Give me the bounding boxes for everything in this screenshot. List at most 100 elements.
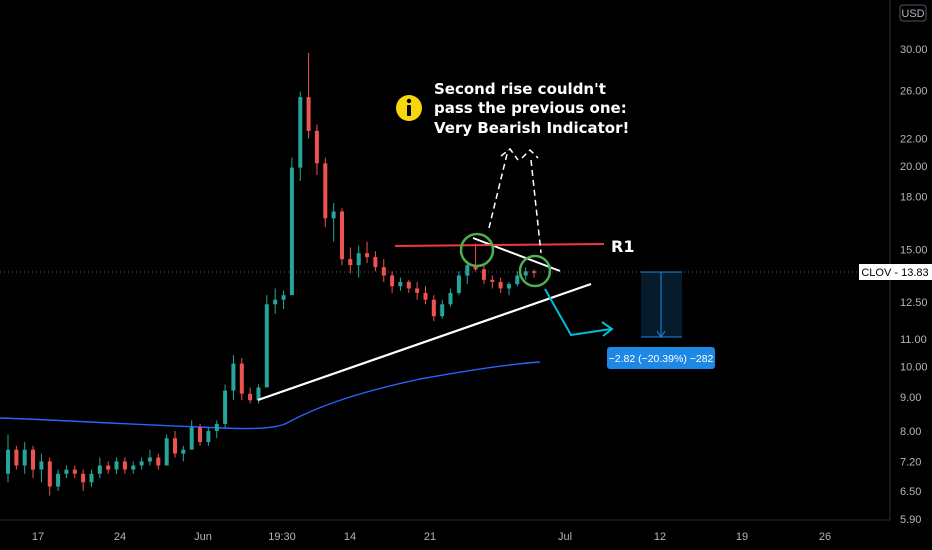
- support-trendline[interactable]: [257, 282, 592, 402]
- candle-body: [173, 438, 177, 454]
- price-ticks: 30.00 26.00 22.00 20.00 18.00 15.00 12.50 11.00…: [900, 44, 928, 526]
- candle-body: [473, 265, 478, 270]
- candle-body: [147, 457, 152, 462]
- dashed-fall-2: [530, 159, 542, 254]
- candle-body: [231, 363, 236, 391]
- price-tick-label: 15.00: [900, 244, 928, 256]
- candle-body: [323, 163, 328, 219]
- candle-body: [239, 363, 244, 394]
- dashed-rise-1: [488, 149, 509, 229]
- candle-body: [214, 423, 219, 431]
- candlestick-series: [6, 52, 536, 496]
- candle-body: [206, 431, 211, 442]
- projection-path: [544, 288, 612, 337]
- candle-body: [532, 271, 536, 273]
- candle-body: [6, 449, 10, 474]
- candle-body: [507, 284, 511, 289]
- candle-body: [423, 292, 428, 300]
- candle-body: [314, 130, 319, 164]
- measure-arrow-head: [656, 330, 666, 338]
- candle-body: [498, 281, 503, 289]
- candle-body: [139, 461, 144, 466]
- projection-arrow-head: [601, 321, 614, 337]
- price-tick-label: 20.00: [900, 161, 928, 173]
- candle-body: [189, 427, 194, 450]
- last-price-label: CLOV - 13.83: [861, 267, 928, 279]
- moving-average-line: [0, 361, 541, 430]
- time-tick-label: 24: [114, 531, 126, 543]
- price-tick-label: 26.00: [900, 85, 928, 97]
- candle-body: [340, 211, 344, 260]
- candle-body: [490, 279, 495, 282]
- candle-body: [273, 299, 278, 305]
- candle-body: [431, 299, 436, 317]
- candle-body: [198, 427, 202, 442]
- candle-body: [440, 304, 445, 317]
- candle-body: [356, 253, 361, 266]
- info-icon-dot: [406, 98, 412, 104]
- candle-body: [156, 457, 161, 466]
- candle-body: [465, 265, 470, 276]
- second-peak-circle: [518, 254, 552, 288]
- time-tick-label: 12: [654, 531, 666, 543]
- candle-body: [72, 469, 77, 474]
- candle-body: [248, 393, 253, 401]
- price-tick-label: 12.50: [900, 297, 928, 309]
- candle-body: [47, 461, 52, 487]
- currency-badge[interactable]: [899, 4, 927, 22]
- candle-body: [22, 449, 27, 466]
- candle-body: [523, 271, 528, 276]
- resistance-line-r1[interactable]: [394, 243, 605, 247]
- price-tick-label: 6.50: [900, 486, 921, 498]
- price-tick-label: 5.90: [900, 514, 921, 526]
- time-tick-label: 17: [32, 531, 44, 543]
- candle-body: [89, 473, 94, 483]
- annotation-line-3: Very Bearish Indicator!: [434, 119, 629, 137]
- candle-body: [56, 473, 61, 487]
- time-tick-label: 14: [344, 531, 356, 543]
- candle-body: [81, 473, 86, 483]
- candle-body: [223, 390, 228, 424]
- time-tick-label: Jun: [194, 531, 212, 543]
- candle-body: [365, 253, 370, 258]
- candle-body: [39, 461, 44, 470]
- candle-body: [97, 465, 102, 474]
- candle-body: [456, 275, 461, 293]
- dashed-peak-1: [500, 147, 519, 161]
- candle-body: [122, 461, 127, 470]
- candle-body: [114, 461, 119, 470]
- candle-body: [306, 97, 311, 131]
- candle-body: [515, 275, 520, 285]
- dashed-peak-2: [521, 148, 539, 159]
- candle-body: [289, 167, 294, 296]
- candle-body: [406, 281, 411, 289]
- candle-body: [131, 465, 136, 470]
- time-ticks: 17 24 Jun 19:30 14 21 Jul 12 19 26: [32, 531, 831, 543]
- candle-body: [106, 465, 111, 470]
- candle-body: [264, 304, 269, 388]
- currency-label: USD: [901, 8, 924, 20]
- candle-body: [331, 211, 336, 219]
- measure-label: −2.82 (−20.39%) −282: [609, 353, 714, 365]
- price-tick-label: 8.00: [900, 426, 921, 438]
- time-tick-label: 21: [424, 531, 436, 543]
- candle-body: [256, 387, 261, 401]
- candle-body: [164, 438, 169, 466]
- lower-highs-trendline[interactable]: [472, 237, 561, 272]
- candle-body: [14, 449, 19, 466]
- price-tick-label: 30.00: [900, 44, 928, 56]
- resistance-label: R1: [611, 237, 634, 256]
- annotation-line-2: pass the previous one:: [434, 99, 627, 117]
- price-tick-label: 22.00: [900, 134, 928, 146]
- candle-body: [398, 281, 403, 287]
- price-tick-label: 7.20: [900, 456, 921, 468]
- price-tick-label: 9.00: [900, 392, 921, 404]
- first-peak-circle: [459, 232, 495, 268]
- candle-body: [415, 288, 420, 293]
- candle-body: [481, 269, 486, 280]
- last-price-badge: [859, 264, 932, 280]
- candle-body: [64, 469, 69, 474]
- candle-body: [298, 97, 303, 168]
- time-tick-label: Jul: [558, 531, 572, 543]
